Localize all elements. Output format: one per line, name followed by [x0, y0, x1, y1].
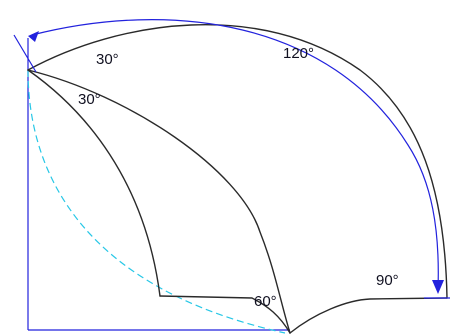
angle-label-dimension: 120° — [283, 45, 314, 62]
dimension-arc-120 — [31, 19, 439, 291]
bottom-right-edge — [289, 297, 448, 334]
dimension-arrow-right-icon — [432, 280, 444, 294]
outer-arc — [27, 24, 448, 299]
dimension-arrow-left-icon — [28, 31, 39, 42]
angle-label-inner-top: 30° — [78, 91, 101, 108]
angle-label-bottom-right: 90° — [376, 272, 399, 289]
inner-arc — [27, 69, 161, 297]
bottom-left-edge — [159, 295, 291, 334]
angle-label-outer-top: 30° — [96, 51, 119, 68]
dashed-construction-arc — [27, 69, 286, 334]
middle-arc — [27, 69, 291, 334]
angle-label-bottom-left: 60° — [254, 293, 277, 310]
dimension-leader-left — [13, 34, 37, 73]
